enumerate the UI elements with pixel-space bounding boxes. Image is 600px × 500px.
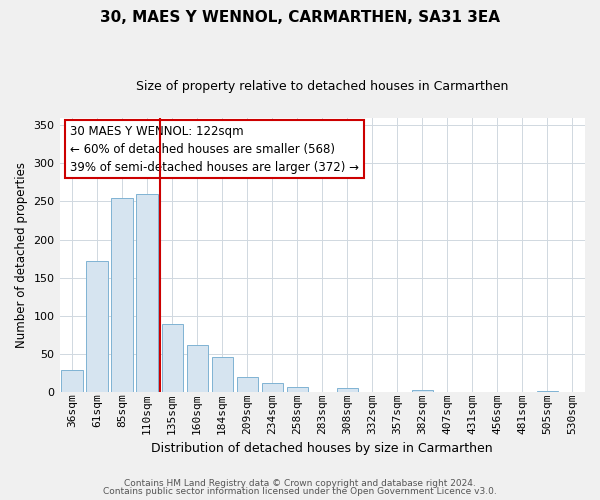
Bar <box>161 324 183 392</box>
Y-axis label: Number of detached properties: Number of detached properties <box>15 162 28 348</box>
Bar <box>136 194 158 392</box>
Text: 30 MAES Y WENNOL: 122sqm
← 60% of detached houses are smaller (568)
39% of semi-: 30 MAES Y WENNOL: 122sqm ← 60% of detach… <box>70 124 359 174</box>
X-axis label: Distribution of detached houses by size in Carmarthen: Distribution of detached houses by size … <box>151 442 493 455</box>
Bar <box>212 357 233 392</box>
Bar <box>236 376 258 392</box>
Text: 30, MAES Y WENNOL, CARMARTHEN, SA31 3EA: 30, MAES Y WENNOL, CARMARTHEN, SA31 3EA <box>100 10 500 25</box>
Text: Contains HM Land Registry data © Crown copyright and database right 2024.: Contains HM Land Registry data © Crown c… <box>124 478 476 488</box>
Bar <box>112 198 133 392</box>
Title: Size of property relative to detached houses in Carmarthen: Size of property relative to detached ho… <box>136 80 508 93</box>
Bar <box>262 384 283 392</box>
Bar <box>61 370 83 392</box>
Bar <box>86 261 108 392</box>
Text: Contains public sector information licensed under the Open Government Licence v3: Contains public sector information licen… <box>103 487 497 496</box>
Bar <box>537 391 558 392</box>
Bar <box>412 390 433 392</box>
Bar <box>287 387 308 392</box>
Bar <box>337 388 358 392</box>
Bar <box>187 344 208 392</box>
